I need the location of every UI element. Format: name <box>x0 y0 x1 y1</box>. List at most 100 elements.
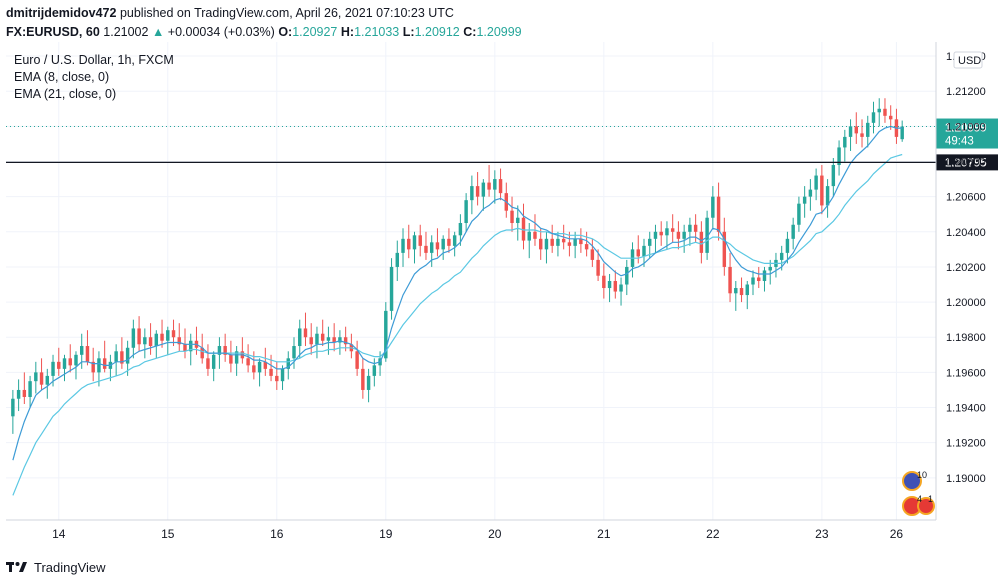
candle-body <box>211 354 216 369</box>
candle-body <box>550 238 554 246</box>
candle-body <box>39 372 44 385</box>
y-tick-label: 1.19200 <box>946 438 986 450</box>
x-tick-label: 16 <box>270 527 284 541</box>
candle-body <box>475 186 480 197</box>
horizontal-line-label: 1.20795 <box>945 157 987 169</box>
candle-body <box>412 235 417 250</box>
candle-body <box>85 346 90 362</box>
event-count-us-2: 1 <box>928 494 933 504</box>
author-name[interactable]: dmitrijdemidov472 <box>6 6 117 20</box>
us-event-icon-2[interactable] <box>917 497 935 515</box>
candle-body <box>848 126 853 137</box>
current-price-label: 1.20999 <box>945 123 987 135</box>
legend-ema-21[interactable]: EMA (21, close, 0) <box>14 87 117 101</box>
candle-body <box>843 136 847 148</box>
tradingview-brand[interactable]: TradingView <box>34 559 106 575</box>
candle-body <box>510 210 514 224</box>
candle-body <box>665 228 669 236</box>
candle-body <box>820 175 824 206</box>
candle-body <box>320 333 325 341</box>
candle-body <box>745 284 749 296</box>
publish-header: dmitrijdemidov472 published on TradingVi… <box>6 4 522 42</box>
candle-body <box>837 147 841 166</box>
candle-body <box>418 235 422 246</box>
candle-body <box>183 344 187 352</box>
last-price: 1.21002 <box>103 25 149 39</box>
low-label: L: <box>402 25 415 39</box>
y-tick-label: 1.20800 <box>946 157 986 169</box>
candle-body <box>148 337 153 347</box>
candle-body <box>860 133 864 137</box>
open-label: O: <box>278 25 293 39</box>
currency-label[interactable]: USD <box>958 55 981 67</box>
candle-body <box>779 252 784 260</box>
candle-body <box>154 333 159 347</box>
candle-body <box>802 196 807 204</box>
candle-body <box>452 235 457 246</box>
candle-body <box>45 375 50 385</box>
candle-body <box>573 238 577 246</box>
x-tick-label: 26 <box>890 527 904 541</box>
eu-event-icon[interactable] <box>902 471 922 491</box>
candle-body <box>229 354 233 364</box>
candle-body <box>171 330 176 338</box>
candle-body <box>739 288 744 296</box>
candle-body <box>252 365 256 373</box>
candle-body <box>62 358 67 369</box>
candle-body <box>137 328 141 345</box>
candle-body <box>315 333 319 345</box>
candle-body <box>384 310 388 359</box>
candle-body <box>900 126 904 140</box>
candle-body <box>636 249 640 257</box>
candle-body <box>493 179 497 190</box>
candle-body <box>659 231 663 236</box>
candle-body <box>28 381 32 397</box>
candle-body <box>143 337 147 345</box>
candle-body <box>114 351 118 362</box>
candle-body <box>785 238 790 253</box>
y-tick-label: 1.19800 <box>946 332 986 344</box>
candle-body <box>401 238 405 253</box>
candle-body <box>487 182 491 190</box>
candle-body <box>825 186 830 206</box>
candle-body <box>102 358 107 369</box>
legend-title[interactable]: Euro / U.S. Dollar, 1h, FXCM <box>14 53 174 67</box>
currency-box[interactable] <box>953 51 983 69</box>
close-value: 1.20999 <box>476 25 522 39</box>
candle-body <box>561 238 566 243</box>
candle-body <box>607 281 612 289</box>
tradingview-logo-icon <box>6 562 27 572</box>
candle-body <box>693 224 698 232</box>
open-value: 1.20927 <box>292 25 338 39</box>
candle-body <box>533 231 537 239</box>
ema-21-line <box>12 153 903 496</box>
candle-body <box>234 351 239 364</box>
legend-ema-8[interactable]: EMA (8, close, 0) <box>14 70 110 84</box>
candle-body <box>407 238 411 250</box>
candle-body <box>292 346 296 359</box>
candle-body <box>11 398 15 417</box>
candle-body <box>888 115 893 120</box>
candle-body <box>57 361 61 369</box>
x-tick-label: 21 <box>597 527 611 541</box>
candle-body <box>481 182 486 197</box>
close-label: C: <box>463 25 477 39</box>
low-value: 1.20912 <box>414 25 460 39</box>
candle-body <box>722 231 727 267</box>
candle-body <box>567 242 572 246</box>
candle-body <box>625 266 629 285</box>
candle-body <box>160 333 164 341</box>
candle-body <box>596 259 600 276</box>
candle-body <box>200 347 204 359</box>
candle-body <box>757 277 761 281</box>
candle-body <box>705 217 709 253</box>
candle-body <box>768 266 772 271</box>
candle-body <box>762 270 767 281</box>
candle-body <box>275 375 279 382</box>
published-text: published on TradingView.com, April 26, … <box>119 6 454 20</box>
candle-body <box>298 328 302 347</box>
chart-legend: Euro / U.S. Dollar, 1h, FXCM EMA (8, clo… <box>14 52 174 103</box>
candle-body <box>527 231 531 241</box>
candle-body <box>716 196 721 232</box>
